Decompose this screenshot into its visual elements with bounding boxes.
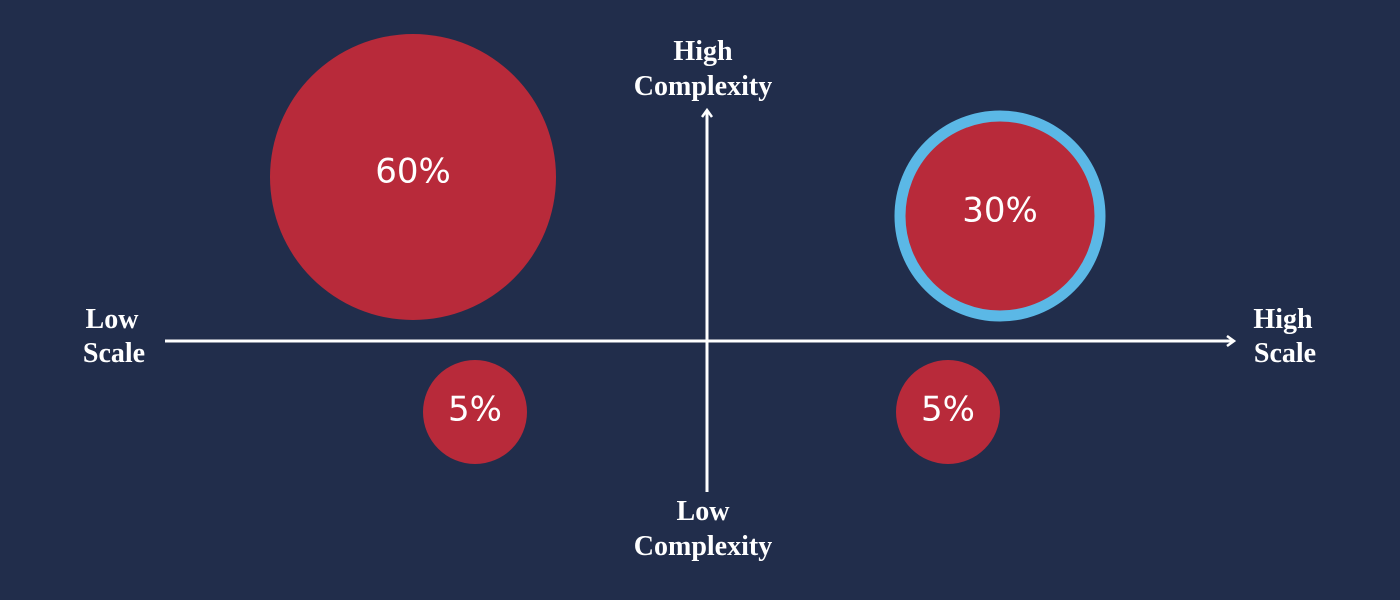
bubble-label: 30%	[962, 191, 1038, 231]
bubble	[270, 34, 556, 320]
axis-label: Complexity	[634, 531, 772, 562]
axis-label: Low	[86, 304, 140, 335]
axis-label: High	[1253, 304, 1313, 335]
bubble-label: 5%	[921, 390, 975, 430]
axis-label: Scale	[83, 338, 145, 369]
bubble	[896, 360, 1000, 464]
bubble-label: 5%	[448, 390, 502, 430]
axis-label: Scale	[1254, 338, 1316, 369]
axis-label: High	[673, 36, 733, 67]
bubble-highlighted	[894, 110, 1106, 322]
bubble-label: 60%	[375, 152, 451, 192]
axis-label: Low	[677, 496, 731, 527]
axis-label: Complexity	[634, 71, 772, 102]
bubble	[423, 360, 527, 464]
